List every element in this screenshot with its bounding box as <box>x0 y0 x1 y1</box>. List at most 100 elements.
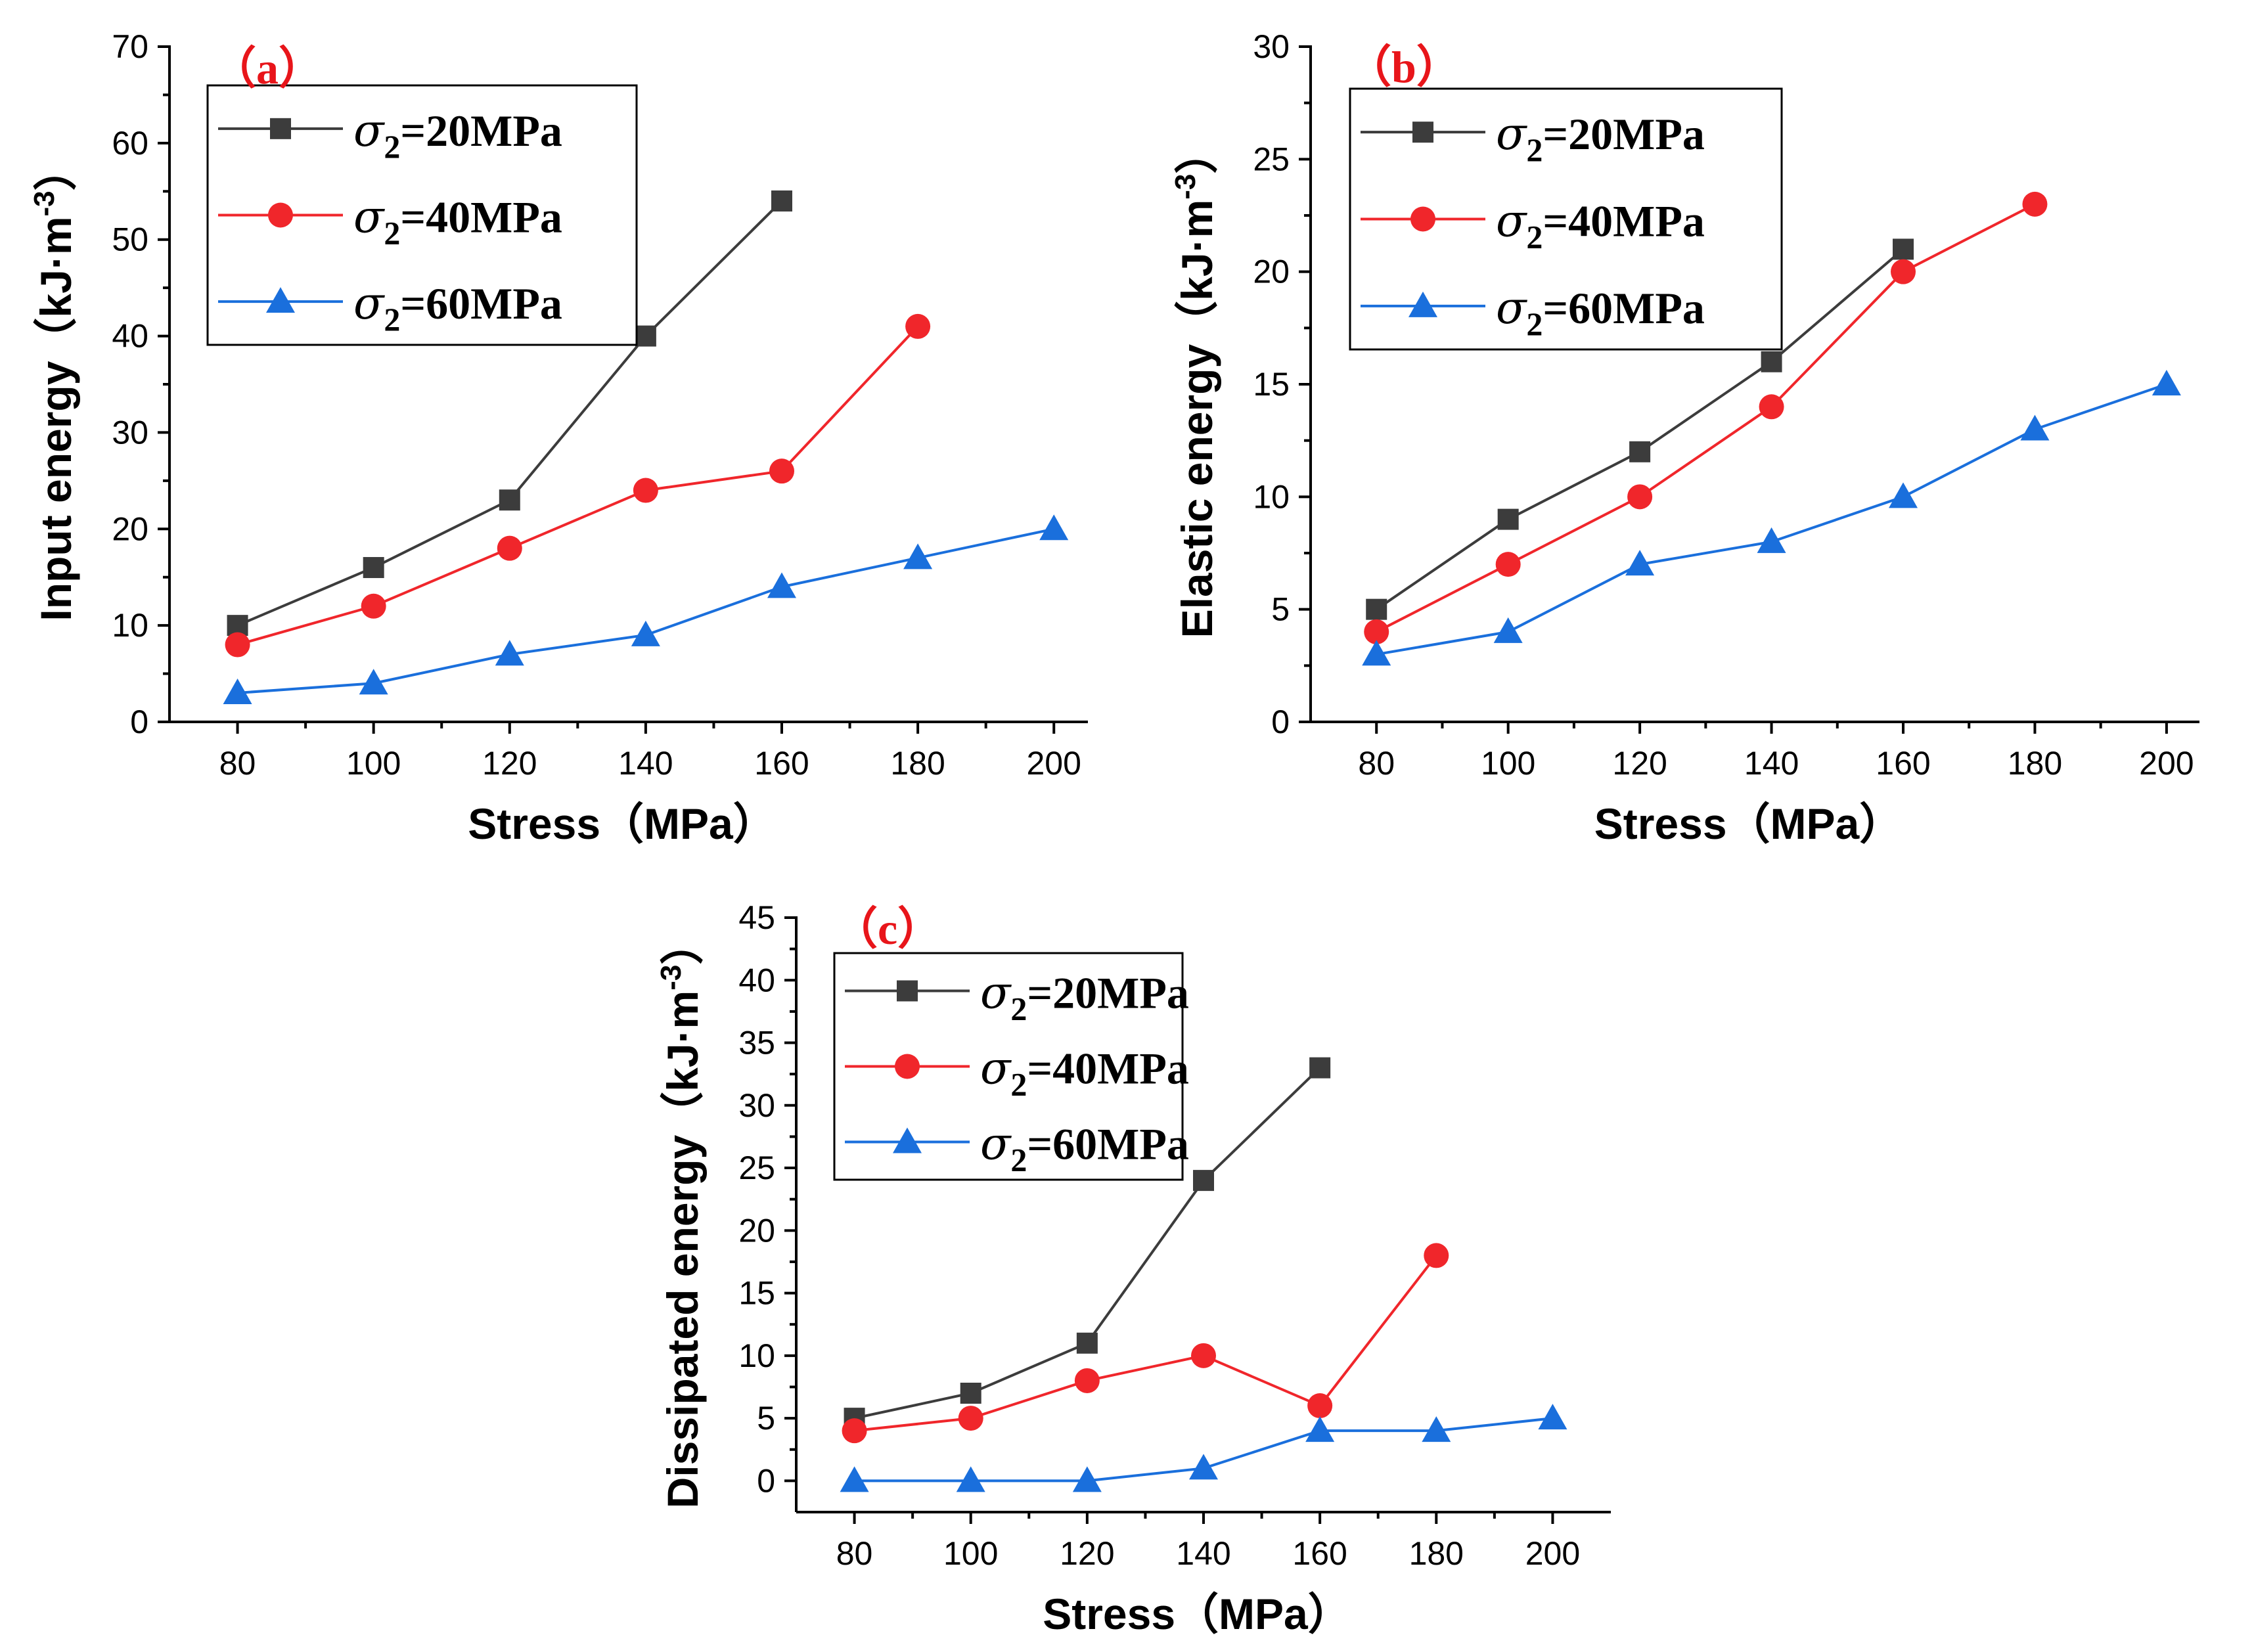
x-tick-label: 120 <box>1612 745 1667 782</box>
legend-subscript: 2 <box>1526 131 1543 168</box>
data-point <box>1305 1416 1335 1442</box>
data-point <box>361 593 386 619</box>
legend-label: σ2=60MPa <box>1496 282 1705 342</box>
y-axis-title-main: Dissipated energy（kJ·m <box>658 991 707 1509</box>
legend-sigma: σ <box>353 105 385 157</box>
legend-label: σ2=60MPa <box>980 1119 1189 1178</box>
legend-label: σ2=40MPa <box>980 1043 1189 1103</box>
y-tick-label: 25 <box>1253 141 1290 177</box>
legend-value: =40MPa <box>1027 1044 1188 1094</box>
data-point <box>223 678 252 704</box>
data-point <box>958 1406 983 1431</box>
y-tick-label: 10 <box>1253 478 1290 515</box>
series-circle-c <box>842 1243 1449 1444</box>
legend-value: =20MPa <box>1027 968 1188 1018</box>
y-tick-label: 30 <box>1253 28 1290 65</box>
legend-label: σ2=20MPa <box>353 105 562 165</box>
y-tick-label: 10 <box>738 1337 775 1374</box>
data-point <box>1191 1343 1216 1368</box>
legend-marker <box>1410 206 1435 232</box>
y-tick-label: 30 <box>738 1087 775 1124</box>
legend-sigma: σ <box>980 968 1012 1019</box>
legend-value: =60MPa <box>400 279 562 328</box>
data-point <box>842 1418 867 1444</box>
legend-value: =20MPa <box>400 106 562 156</box>
data-point <box>771 190 792 212</box>
y-axis-title-sup: -3 <box>28 190 60 216</box>
legend-subscript: 2 <box>1010 1142 1027 1178</box>
legend-subscript: 2 <box>1526 305 1543 342</box>
legend-subscript: 2 <box>384 215 400 252</box>
legend-marker <box>893 1127 922 1153</box>
data-point <box>1891 259 1916 284</box>
y-tick-label: 30 <box>112 414 148 451</box>
legend-value: =60MPa <box>1543 283 1704 333</box>
x-tick-label: 160 <box>1292 1535 1347 1572</box>
data-point <box>1757 527 1786 553</box>
legend-label: σ2=40MPa <box>353 192 562 252</box>
data-point <box>905 313 931 339</box>
series-line <box>1376 383 2167 656</box>
legend-marker <box>895 1054 920 1079</box>
y-tick-label: 20 <box>738 1212 775 1249</box>
data-point <box>903 543 933 569</box>
x-tick-label: 200 <box>1027 745 1081 782</box>
data-point <box>956 1466 985 1492</box>
series-line <box>1376 203 2036 633</box>
x-tick-label: 180 <box>890 745 945 782</box>
data-point <box>2020 414 2050 441</box>
y-tick-label: 15 <box>1253 366 1290 403</box>
y-tick-label: 0 <box>130 703 148 740</box>
y-axis-title-close: ） <box>658 922 707 965</box>
legend-marker <box>270 118 291 139</box>
y-axis-title-main: Elastic energy（kJ·m <box>1173 200 1221 638</box>
legend-label: σ2=60MPa <box>353 278 562 338</box>
data-point <box>1625 550 1655 576</box>
data-point <box>1366 598 1387 620</box>
y-tick-label: 40 <box>738 962 775 998</box>
data-point <box>1039 514 1069 541</box>
legend-value: =40MPa <box>400 192 562 242</box>
legend-label: σ2=40MPa <box>1496 196 1705 256</box>
data-point <box>1193 1170 1214 1192</box>
data-point <box>840 1466 869 1492</box>
y-tick-label: 20 <box>1253 254 1290 290</box>
x-tick-label: 160 <box>754 745 809 782</box>
y-tick-label: 45 <box>738 899 775 936</box>
legend-marker <box>897 980 918 1002</box>
y-tick-label: 0 <box>757 1462 775 1499</box>
data-point <box>359 669 388 695</box>
y-axis-title: Elastic energy（kJ·m-3） <box>1169 131 1221 638</box>
data-point <box>1893 238 1914 260</box>
legend-sigma: σ <box>980 1043 1012 1095</box>
x-tick-label: 80 <box>1358 745 1395 782</box>
legend-marker <box>266 287 295 313</box>
x-axis-title: Stress（MPa） <box>468 799 777 848</box>
legend-label: σ2=20MPa <box>980 968 1189 1027</box>
data-point <box>1495 552 1521 577</box>
data-point <box>2152 370 2181 395</box>
data-point <box>1627 484 1653 510</box>
series-triangle-c <box>840 1404 1567 1492</box>
data-point <box>1307 1393 1333 1419</box>
y-tick-label: 40 <box>112 318 148 355</box>
data-point <box>1889 482 1918 508</box>
x-tick-label: 100 <box>943 1535 998 1572</box>
x-tick-label: 100 <box>1481 745 1535 782</box>
data-point <box>1362 640 1391 666</box>
panel-label: （c） <box>833 904 942 954</box>
y-tick-label: 5 <box>757 1400 775 1437</box>
data-point <box>769 458 794 484</box>
y-tick-label: 10 <box>112 607 148 644</box>
data-point <box>1074 1368 1100 1393</box>
data-point <box>1424 1243 1449 1268</box>
y-axis-title: Dissipated energy（kJ·m-3） <box>655 922 707 1509</box>
x-tick-label: 160 <box>1876 745 1930 782</box>
x-tick-label: 200 <box>1525 1535 1580 1572</box>
data-point <box>495 640 524 666</box>
data-point <box>1364 619 1389 644</box>
data-point <box>499 489 520 511</box>
